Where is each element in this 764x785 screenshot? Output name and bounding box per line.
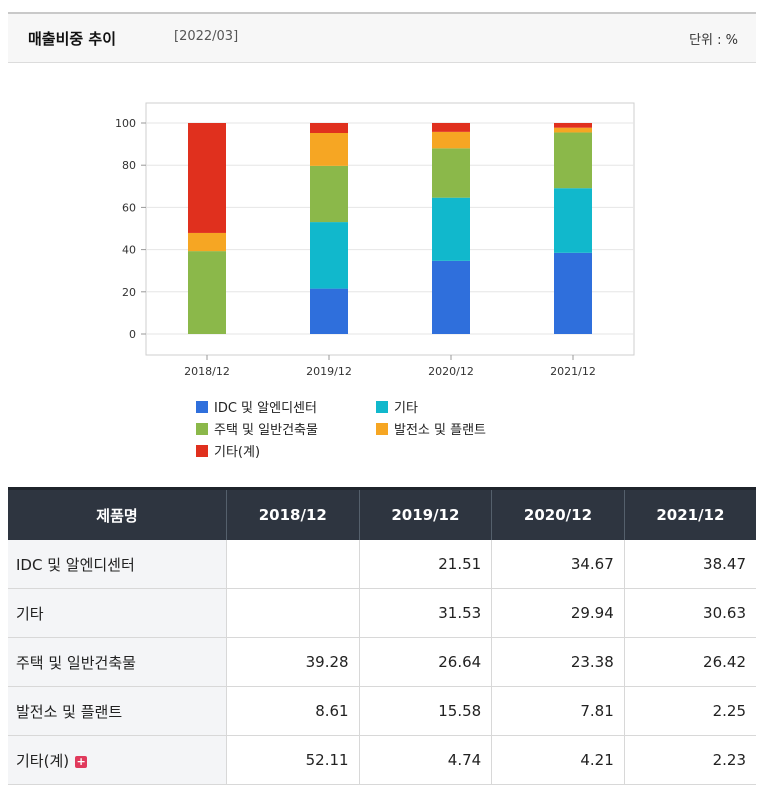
bar-segment (310, 133, 348, 166)
table-cell: 15.58 (359, 686, 493, 736)
bar-segment (432, 260, 470, 334)
legend-item[interactable]: 기타(계) (196, 441, 260, 460)
table-cell: 31.53 (359, 588, 493, 638)
table-cell: 52.11 (226, 735, 360, 785)
table-row: 발전소 및 플랜트 8.61 15.58 7.81 2.25 (8, 686, 756, 736)
x-tick-label: 2021/12 (550, 365, 596, 378)
table-cell (226, 588, 360, 638)
legend-label: 주택 및 일반건축물 (214, 423, 318, 438)
row-product-name: 기타 (8, 588, 227, 638)
bar-segment (554, 127, 592, 133)
product-name-text: 발전소 및 플랜트 (16, 702, 123, 721)
bar-segment (432, 148, 470, 198)
product-name-text: 주택 및 일반건축물 (16, 653, 136, 672)
table-cell: 7.81 (491, 686, 625, 736)
data-table: 제품명 2018/12 2019/12 2020/12 2021/12 IDC 및 알엔… (8, 487, 756, 785)
period-label: [2022/03] (174, 29, 239, 44)
bar-segment (554, 252, 592, 334)
column-header-period: 2021/12 (624, 487, 756, 540)
table-cell: 26.42 (624, 637, 756, 687)
chart-area: 0 20 40 60 80 100 2018/12 2019/12 2020/12 2021/12 (8, 61, 756, 481)
row-product-name: 발전소 및 플랜트 (8, 686, 227, 736)
table-cell: 8.61 (226, 686, 360, 736)
column-header-period: 2018/12 (226, 487, 360, 540)
bar-segment (554, 132, 592, 189)
row-product-name: IDC 및 알엔디센터 (8, 540, 227, 589)
row-product-name: 기타(계) + (8, 735, 227, 785)
x-tick-label: 2020/12 (428, 365, 474, 378)
legend-swatch (196, 422, 208, 435)
table-cell: 38.47 (624, 540, 756, 589)
column-header-period: 2020/12 (491, 487, 625, 540)
bar-segment (310, 222, 348, 289)
chart-header: 매출비중 추이 [2022/03] 단위 : % (8, 12, 756, 63)
product-name-text: 기타 (16, 604, 44, 623)
y-tick-label: 0 (129, 328, 136, 341)
bar-segment (554, 188, 592, 253)
table-cell (226, 540, 360, 589)
table-cell: 21.51 (359, 540, 493, 589)
table-cell: 26.64 (359, 637, 493, 687)
legend-label: 기타(계) (214, 445, 261, 460)
legend-swatch (196, 444, 208, 457)
legend-item[interactable]: 발전소 및 플랜트 (376, 419, 486, 438)
table-cell: 23.38 (491, 637, 625, 687)
bar-segment (188, 251, 226, 334)
table-header-row: 제품명 2018/12 2019/12 2020/12 2021/12 (8, 487, 756, 540)
legend-swatch (376, 400, 388, 413)
bar-segment (310, 123, 348, 134)
table-cell: 29.94 (491, 588, 625, 638)
bar-segment (432, 131, 470, 149)
bar-segment (188, 232, 226, 252)
legend-item[interactable]: 주택 및 일반건축물 (196, 419, 318, 438)
legend-swatch (196, 400, 208, 413)
bar-segment (310, 288, 348, 334)
table-body: IDC 및 알엔디센터 21.51 34.67 38.47 기타 31.53 29.94 30… (8, 540, 756, 785)
bar-segment (554, 123, 592, 128)
legend-item[interactable]: 기타 (376, 397, 418, 416)
product-name-text: IDC 및 알엔디센터 (16, 555, 135, 574)
legend-label: 발전소 및 플랜트 (394, 423, 486, 438)
y-tick-label: 80 (122, 159, 136, 172)
table-cell: 4.74 (359, 735, 493, 785)
table-row: 주택 및 일반건축물 39.28 26.64 23.38 26.42 (8, 637, 756, 687)
legend-label: IDC 및 알엔디센터 (214, 401, 317, 416)
legend-label: 기타 (394, 401, 418, 416)
table-row: 기타(계) +52.11 4.74 4.21 2.23 (8, 735, 756, 785)
table-cell: 2.23 (624, 735, 756, 785)
x-tick-label: 2019/12 (306, 365, 352, 378)
plot-frame (145, 102, 635, 356)
row-product-name: 주택 및 일반건축물 (8, 637, 227, 687)
bar-segment (188, 123, 226, 233)
chart-title: 매출비중 추이 (28, 30, 117, 48)
x-tick-label: 2018/12 (184, 365, 230, 378)
table-cell: 30.63 (624, 588, 756, 638)
y-tick-label: 100 (115, 117, 136, 130)
table-row: IDC 및 알엔디센터 21.51 34.67 38.47 (8, 540, 756, 589)
legend-swatch (376, 422, 388, 435)
table-cell: 4.21 (491, 735, 625, 785)
bar-segment (432, 197, 470, 261)
table-cell: 2.25 (624, 686, 756, 736)
product-name-text: 기타(계) (16, 751, 70, 770)
y-tick-label: 20 (122, 286, 136, 299)
y-tick-label: 40 (122, 244, 136, 257)
unit-label: 단위 : % (689, 33, 738, 48)
expand-plus-icon[interactable]: + (75, 754, 88, 768)
column-header-period: 2019/12 (359, 487, 493, 540)
column-header-product: 제품명 (8, 487, 227, 540)
table-cell: 34.67 (491, 540, 625, 589)
legend-item[interactable]: IDC 및 알엔디센터 (196, 397, 317, 416)
bar-segment (432, 122, 470, 132)
table-cell: 39.28 (226, 637, 360, 687)
table-row: 기타 31.53 29.94 30.63 (8, 588, 756, 638)
stacked-bar-chart: 0 20 40 60 80 100 2018/12 2019/12 2020/12 2021/12 (115, 102, 635, 378)
y-tick-label: 60 (122, 201, 136, 214)
bar-segment (310, 165, 348, 223)
